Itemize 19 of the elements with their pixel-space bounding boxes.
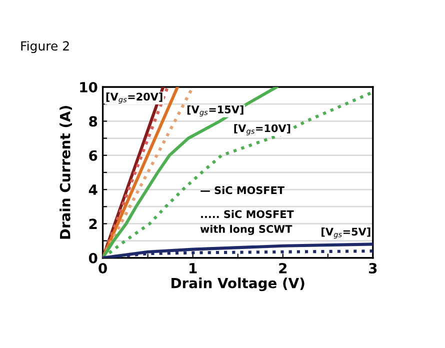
x-tick-label: 3 <box>369 262 377 274</box>
y-tick-label: 4 <box>88 184 98 195</box>
y-tick-label: 0 <box>88 252 98 264</box>
y-tick-label: 10 <box>80 82 98 92</box>
y-tick-label: 8 <box>89 116 98 127</box>
annotation: [V$_{gs}$=15V] <box>187 105 244 116</box>
annotation: [V$_{gs}$=20V] <box>106 92 162 104</box>
chart-title: Figure 2 <box>21 40 69 54</box>
annotation: [V$_{gs}$=10V] <box>234 124 290 136</box>
annotation: ..... SiC MOSFET with long SCWT <box>200 210 294 236</box>
x-axis-title: Drain Voltage (V) <box>172 278 304 292</box>
y-tick-label: 6 <box>89 150 98 161</box>
x-tick-label: 0 <box>98 262 107 274</box>
y-axis-title: Drain Current (A) <box>60 106 72 239</box>
annotation: [V$_{gs}$=5V] <box>322 228 370 239</box>
x-tick-label: 2 <box>279 262 286 274</box>
annotation: — SiC MOSFET <box>200 186 284 194</box>
y-tick-label: 2 <box>89 218 97 229</box>
x-tick-label: 1 <box>190 263 197 274</box>
